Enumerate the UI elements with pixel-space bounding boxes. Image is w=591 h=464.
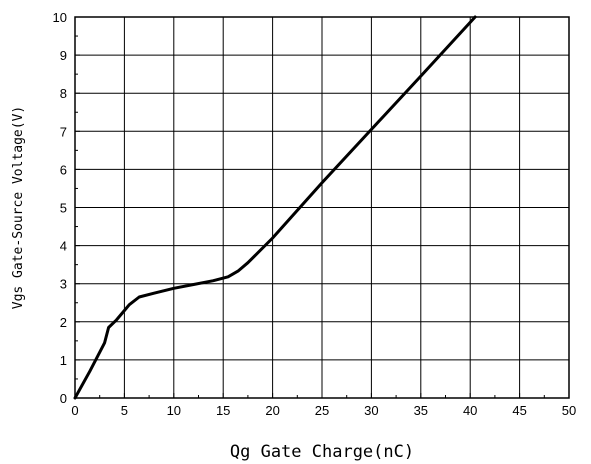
y-tick-label: 6 [60,162,67,177]
y-tick-label: 7 [60,124,67,139]
series-line [73,15,477,400]
x-tick-label: 10 [167,403,181,418]
x-axis-label: Qg Gate Charge(nC) [230,442,414,462]
x-tick-label: 30 [364,403,378,418]
plot-frame [74,16,570,399]
y-tick-label: 10 [53,10,67,25]
x-tick-label: 40 [463,403,477,418]
y-tick-label: 1 [60,353,67,368]
x-tick-label: 5 [121,403,128,418]
y-tick-label: 9 [60,48,67,63]
x-tick-label: 20 [265,403,279,418]
x-tick-label: 35 [414,403,428,418]
x-tick-label: 0 [71,403,78,418]
x-tick-label: 50 [562,403,576,418]
y-tick-label: 5 [60,201,67,216]
x-tick-label: 15 [216,403,230,418]
series-group [73,15,477,400]
y-tick-label: 3 [60,277,67,292]
y-tick-label: 4 [60,239,67,254]
x-tick-label: 25 [315,403,329,418]
y-axis-label: Vgs Gate-Source Voltage(V) [11,106,26,310]
y-axis-ticks: 0 1 2 3 4 5 6 7 8 9 10 [53,10,80,406]
y-tick-label: 0 [60,391,67,406]
y-tick-label: 2 [60,315,67,330]
y-tick-label: 8 [60,86,67,101]
x-tick-label: 45 [512,403,526,418]
